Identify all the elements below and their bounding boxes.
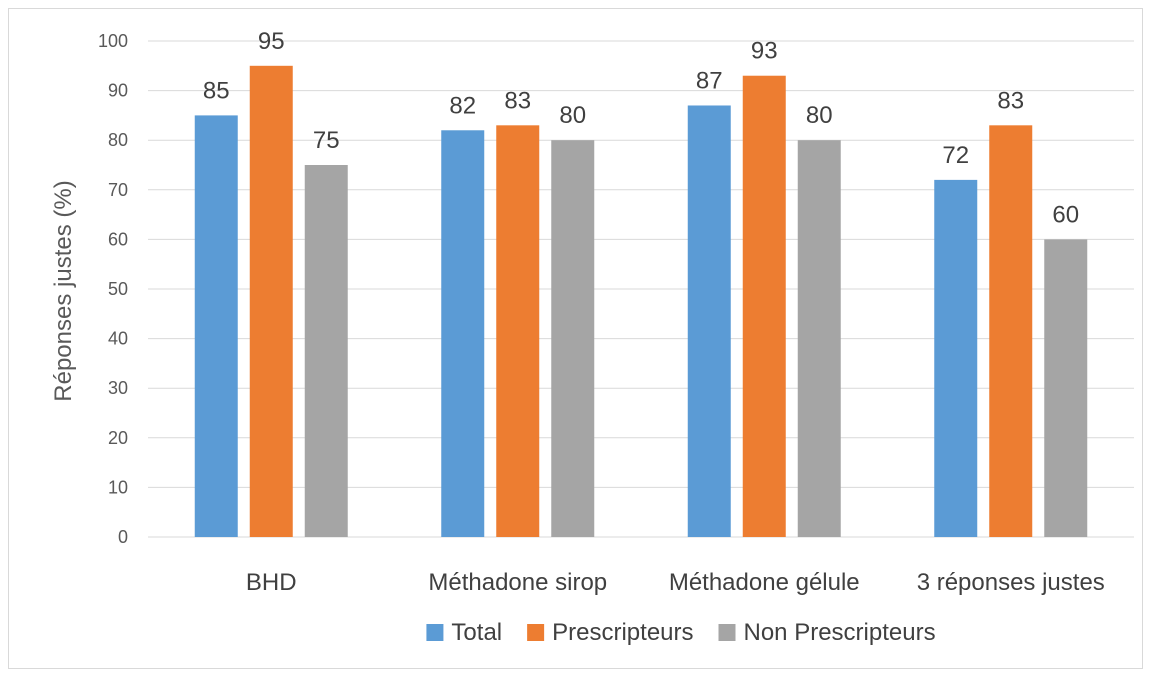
y-tick-label: 60 (108, 229, 128, 249)
bar-prescripteurs (496, 125, 540, 537)
legend-item: Non Prescripteurs (718, 619, 936, 646)
bar-total (441, 130, 485, 537)
x-tick-label: Méthadone sirop (428, 569, 607, 596)
data-label: 95 (258, 28, 285, 55)
legend-label: Total (451, 619, 502, 646)
data-label: 93 (751, 38, 778, 65)
gridlines (148, 40, 1134, 538)
bars (194, 65, 1088, 538)
y-tick-label: 100 (98, 31, 128, 51)
legend-swatch (426, 624, 444, 641)
category-labels: BHD Méthadone sirop Méthadone gélule 3 répo… (246, 569, 1105, 596)
y-tick-label: 20 (108, 428, 128, 448)
bar-non-prescripteurs (1044, 239, 1088, 537)
x-tick-label: Méthadone gélule (669, 569, 860, 596)
y-tick-label: 0 (118, 527, 128, 547)
data-label: 83 (504, 87, 531, 114)
bar-total (194, 115, 238, 538)
bar-prescripteurs (989, 125, 1033, 537)
bar-prescripteurs (742, 75, 786, 537)
legend-label: Prescripteurs (552, 619, 693, 646)
data-label: 83 (997, 87, 1024, 114)
legend-item: Prescripteurs (527, 619, 694, 646)
data-labels: 85 95 75 82 83 80 87 93 80 72 83 60 (203, 28, 1079, 229)
data-label: 87 (696, 67, 723, 94)
data-label: 82 (449, 92, 476, 119)
bar-non-prescripteurs (551, 140, 595, 537)
legend-swatch (527, 624, 545, 641)
bar-non-prescripteurs (304, 165, 348, 537)
legend: Total Prescripteurs Non Prescripteurs (426, 619, 936, 646)
data-label: 72 (942, 142, 969, 169)
data-label: 75 (313, 127, 340, 154)
data-label: 80 (806, 102, 833, 129)
y-tick-label: 40 (108, 329, 128, 349)
legend-item: Total (426, 619, 502, 646)
data-label: 85 (203, 77, 230, 104)
x-tick-label: BHD (246, 569, 297, 596)
bar-total (687, 105, 731, 537)
y-tick-label: 50 (108, 279, 128, 299)
legend-swatch (718, 624, 736, 641)
y-tick-label: 30 (108, 378, 128, 398)
data-label: 80 (559, 102, 586, 129)
bar-total (934, 179, 978, 537)
legend-label: Non Prescripteurs (744, 619, 936, 646)
y-tick-label: 90 (108, 81, 128, 101)
bar-non-prescripteurs (797, 140, 841, 537)
y-tick-label: 80 (108, 130, 128, 150)
y-axis-ticks: 0 10 20 30 40 50 60 70 80 90 100 (98, 31, 128, 547)
bar-prescripteurs (249, 65, 293, 538)
x-tick-label: 3 réponses justes (917, 569, 1105, 596)
y-axis-title: Réponses justes (%) (50, 180, 77, 401)
y-tick-label: 70 (108, 180, 128, 200)
y-tick-label: 10 (108, 477, 128, 497)
data-label: 60 (1052, 201, 1079, 228)
